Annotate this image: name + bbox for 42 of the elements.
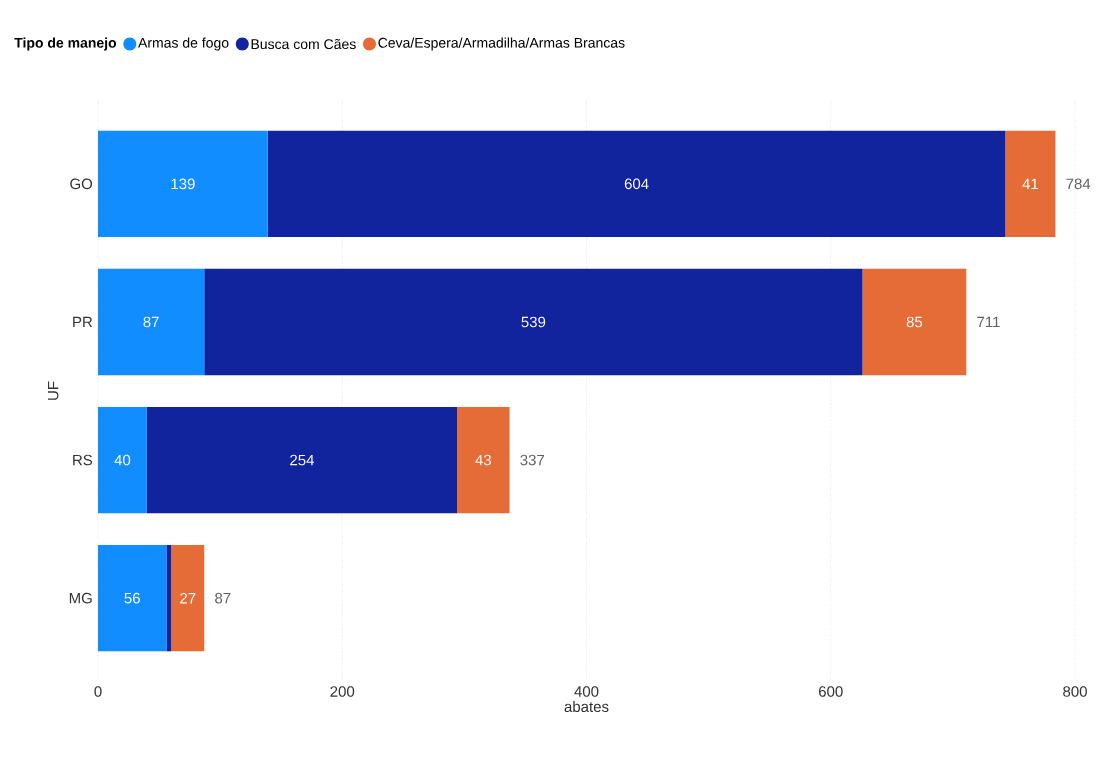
- legend-label: Ceva/Espera/Armadilha/Armas Brancas: [378, 37, 625, 51]
- bar: [166, 544, 172, 652]
- data-label: 27: [180, 592, 196, 604]
- x-tick-label: 0: [94, 686, 102, 697]
- y-tick-label: GO: [70, 178, 93, 190]
- data-label: 43: [475, 454, 491, 466]
- x-tick-label: 600: [819, 686, 843, 697]
- data-label: 139: [171, 178, 195, 190]
- legend-label: Armas de fogo: [138, 37, 229, 51]
- data-label: 41: [1022, 178, 1039, 190]
- x-tick-label: 400: [574, 686, 599, 697]
- data-label: 604: [624, 178, 649, 190]
- legend-title: Tipo de manejo: [14, 37, 117, 51]
- legend-label: Busca com Cães: [251, 38, 356, 50]
- data-label: 254: [290, 454, 315, 466]
- data-label: 40: [114, 454, 131, 466]
- data-label: 539: [521, 316, 546, 328]
- y-tick-label: MG: [69, 592, 92, 604]
- total-label: 711: [977, 316, 1000, 328]
- data-label: 85: [906, 316, 923, 328]
- data-label: 87: [143, 316, 159, 328]
- bar: [457, 406, 510, 514]
- x-tick-label: 200: [330, 686, 355, 697]
- data-label: 56: [124, 592, 140, 604]
- bar: [98, 268, 205, 376]
- y-axis-title: UF: [47, 381, 59, 400]
- bar: [98, 130, 268, 238]
- bar: [862, 268, 967, 376]
- bar: [171, 544, 205, 652]
- bar: [98, 406, 147, 514]
- total-label: 784: [1066, 178, 1091, 190]
- y-tick-label: PR: [73, 316, 93, 328]
- y-tick-label: RS: [73, 454, 93, 466]
- x-axis-title: abates: [564, 701, 609, 713]
- bar: [267, 130, 1006, 238]
- total-label: 337: [520, 454, 545, 466]
- bar: [204, 268, 863, 376]
- total-label: 87: [215, 592, 231, 604]
- bar: [98, 544, 167, 652]
- bar: [146, 406, 458, 514]
- bar: [1005, 130, 1056, 238]
- x-tick-label: 800: [1063, 686, 1087, 697]
